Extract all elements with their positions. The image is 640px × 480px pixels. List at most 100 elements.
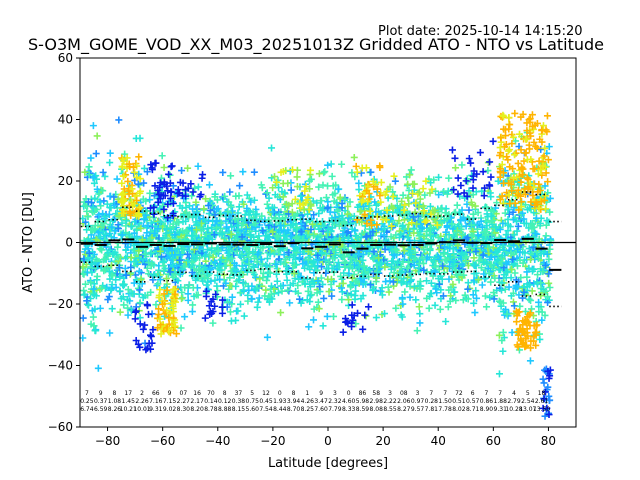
data-point bbox=[221, 192, 229, 200]
data-point bbox=[435, 191, 443, 199]
data-point bbox=[267, 247, 275, 255]
data-point bbox=[401, 201, 409, 209]
data-point bbox=[296, 199, 304, 207]
data-point bbox=[541, 182, 549, 190]
data-point bbox=[189, 301, 197, 309]
data-point bbox=[250, 270, 258, 278]
data-point bbox=[208, 309, 216, 317]
data-point bbox=[175, 228, 183, 236]
data-point bbox=[404, 215, 412, 223]
bin-stat-text: 6 bbox=[471, 390, 475, 397]
data-point bbox=[127, 254, 135, 262]
data-point bbox=[156, 179, 164, 187]
data-point bbox=[389, 278, 397, 286]
data-point bbox=[505, 179, 513, 187]
data-point bbox=[237, 300, 245, 308]
data-point bbox=[470, 261, 478, 269]
data-point bbox=[93, 185, 101, 193]
bin-stat-text: 9.31 bbox=[149, 406, 163, 413]
data-point bbox=[236, 289, 244, 297]
data-point bbox=[109, 217, 117, 225]
data-point bbox=[506, 121, 514, 129]
data-point bbox=[85, 235, 93, 243]
data-point bbox=[156, 204, 164, 212]
bin-stat-text: 7.54 bbox=[259, 406, 273, 413]
data-point bbox=[532, 322, 540, 330]
data-point bbox=[283, 276, 291, 284]
data-point bbox=[435, 280, 443, 288]
data-point bbox=[270, 223, 278, 231]
data-point bbox=[183, 250, 191, 258]
data-point bbox=[431, 301, 439, 309]
data-point bbox=[98, 284, 106, 292]
data-point bbox=[108, 223, 116, 231]
data-point bbox=[348, 323, 356, 331]
data-point bbox=[318, 249, 326, 257]
data-point bbox=[212, 290, 220, 298]
data-point bbox=[292, 244, 300, 252]
data-point bbox=[528, 123, 536, 131]
data-point bbox=[135, 247, 143, 255]
data-point bbox=[79, 263, 87, 271]
data-point bbox=[518, 340, 526, 348]
bin-stat-text: 58 bbox=[372, 390, 380, 397]
data-point bbox=[226, 261, 234, 269]
data-point bbox=[540, 152, 548, 160]
data-point bbox=[499, 347, 507, 355]
data-point bbox=[440, 187, 448, 195]
data-point bbox=[487, 253, 495, 261]
data-point bbox=[328, 292, 336, 300]
data-point bbox=[421, 218, 429, 226]
data-point bbox=[496, 245, 504, 253]
data-point bbox=[293, 233, 301, 241]
bin-stat-text: 9 bbox=[319, 390, 323, 397]
data-point bbox=[133, 173, 141, 181]
data-point bbox=[239, 168, 247, 176]
data-point bbox=[179, 294, 187, 302]
data-point bbox=[397, 269, 405, 277]
data-point bbox=[85, 301, 93, 309]
data-point bbox=[347, 255, 355, 263]
bin-stat-text: 0.97 bbox=[411, 398, 425, 405]
data-point bbox=[209, 319, 217, 327]
data-point bbox=[262, 190, 270, 198]
data-point bbox=[87, 154, 95, 162]
data-point bbox=[343, 318, 351, 326]
data-point bbox=[331, 213, 339, 221]
data-point bbox=[482, 231, 490, 239]
data-point bbox=[89, 122, 97, 130]
bin-stat-text: 1.93 bbox=[273, 398, 287, 405]
data-point bbox=[172, 330, 180, 338]
data-point bbox=[452, 296, 460, 304]
data-point bbox=[163, 225, 170, 233]
data-point bbox=[462, 222, 470, 230]
data-point bbox=[289, 279, 297, 287]
data-point bbox=[310, 316, 318, 324]
data-point bbox=[136, 286, 144, 294]
y-tick-label: 20 bbox=[58, 174, 73, 188]
data-point bbox=[323, 312, 331, 320]
bin-stat-text: 0.57 bbox=[466, 398, 480, 405]
data-point bbox=[525, 264, 533, 272]
data-point bbox=[106, 275, 114, 283]
data-point bbox=[90, 322, 98, 330]
data-point bbox=[248, 295, 256, 303]
data-point bbox=[193, 211, 201, 219]
data-point bbox=[143, 229, 151, 237]
data-point bbox=[545, 143, 553, 151]
data-point bbox=[227, 231, 235, 239]
bin-stat-text: 8.70 bbox=[287, 406, 301, 413]
data-point bbox=[464, 279, 472, 287]
bin-stat-text: 2.22 bbox=[383, 398, 397, 405]
data-point bbox=[398, 267, 406, 275]
bin-stat-text: 7.15 bbox=[163, 398, 177, 405]
data-point bbox=[110, 193, 118, 201]
data-point bbox=[451, 164, 459, 172]
bin-stat-text: 17 bbox=[124, 390, 132, 397]
data-point bbox=[275, 243, 283, 251]
data-point bbox=[162, 275, 170, 283]
bin-stat-text: 7.79 bbox=[328, 406, 342, 413]
data-point bbox=[515, 346, 523, 354]
bin-stat-text: 8.88 bbox=[218, 406, 232, 413]
data-point bbox=[359, 325, 367, 333]
